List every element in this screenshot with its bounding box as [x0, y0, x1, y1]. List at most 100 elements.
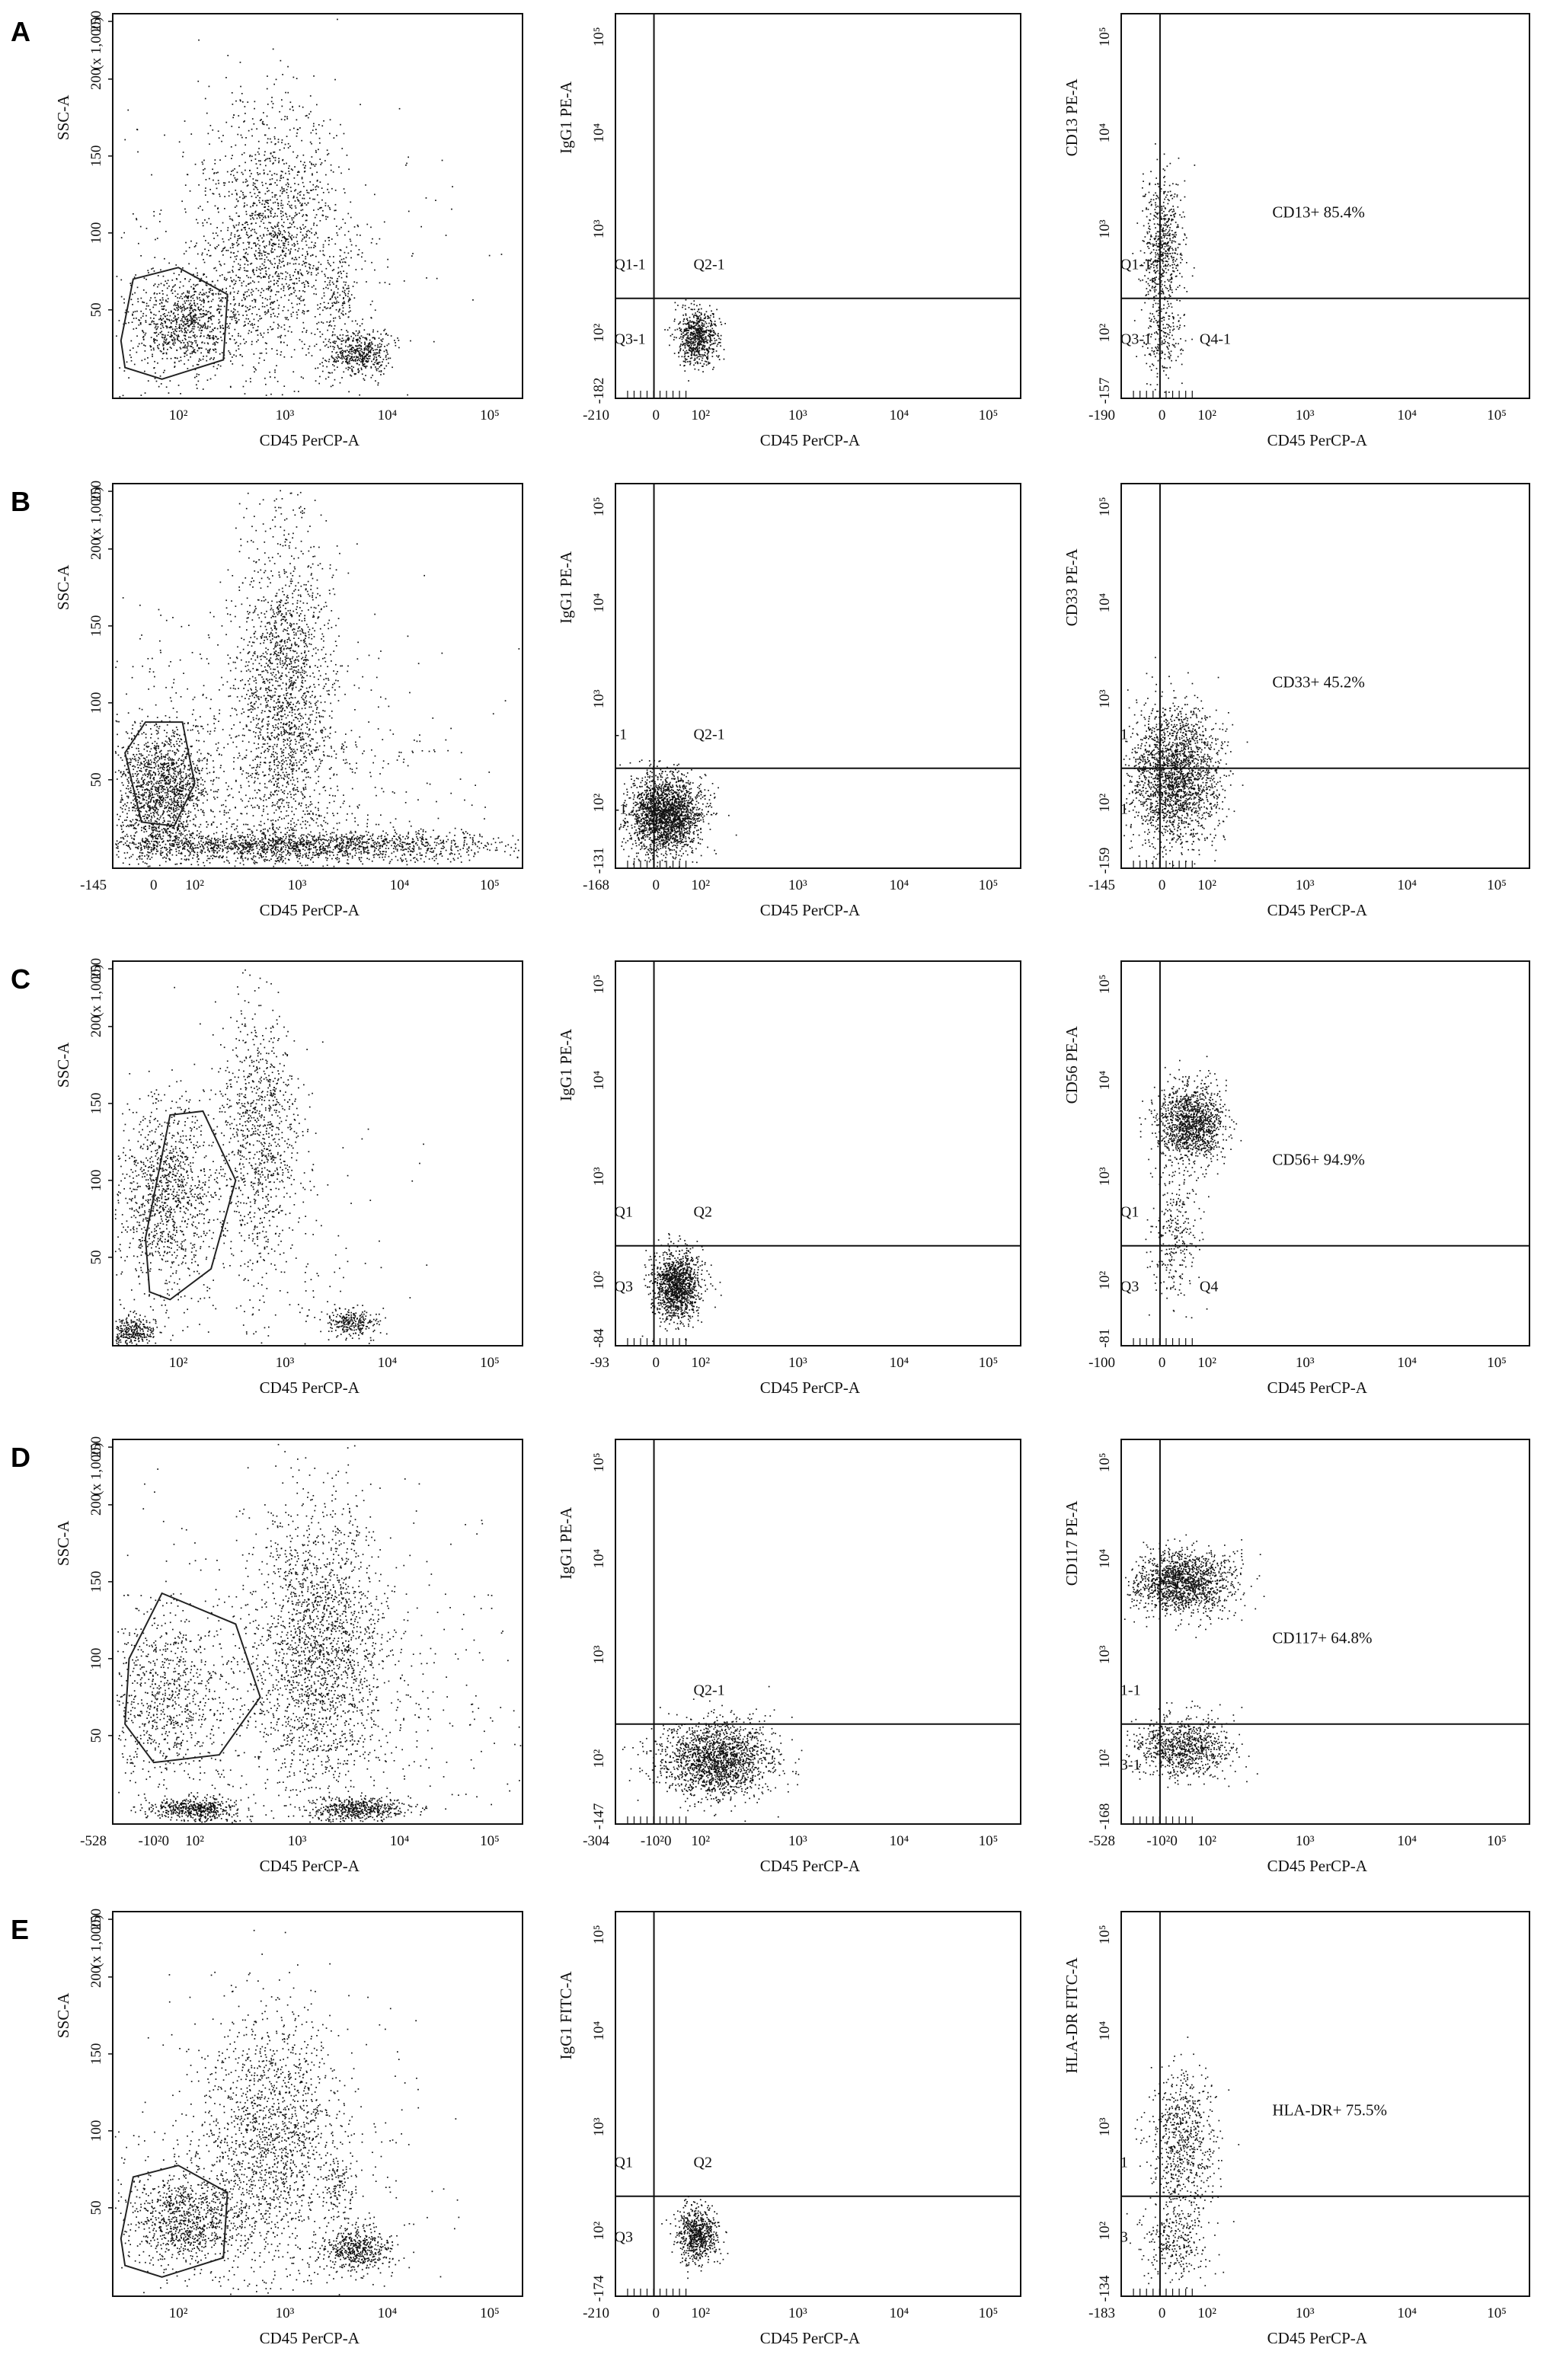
- event-dot: [280, 337, 281, 339]
- event-dot: [262, 297, 264, 299]
- event-dot: [123, 302, 125, 304]
- event-dot: [283, 310, 284, 311]
- event-dot: [197, 345, 198, 347]
- event-dot: [148, 305, 149, 307]
- event-dot: [264, 227, 266, 228]
- event-dot: [264, 216, 266, 217]
- event-dot: [265, 314, 267, 315]
- event-dot: [267, 253, 269, 254]
- event-dot: [245, 196, 247, 197]
- event-dot: [316, 185, 318, 187]
- event-dot: [266, 343, 267, 344]
- event-dot: [251, 136, 253, 137]
- event-dot: [287, 238, 289, 240]
- event-dot: [355, 360, 356, 362]
- event-dot: [242, 315, 244, 316]
- event-dot: [309, 267, 311, 268]
- event-dot: [327, 149, 328, 151]
- event-dot: [199, 359, 200, 360]
- event-dot: [174, 286, 175, 287]
- event-dot: [344, 324, 346, 325]
- event-dot: [240, 267, 241, 269]
- event-dot: [120, 396, 121, 398]
- event-dot: [174, 333, 175, 334]
- event-dot: [207, 326, 209, 327]
- event-dot: [250, 219, 251, 220]
- event-dot: [293, 217, 295, 219]
- event-dot: [333, 358, 334, 359]
- event-dot: [254, 324, 255, 325]
- event-dot: [364, 379, 366, 381]
- event-dot: [290, 101, 292, 103]
- event-dot: [268, 278, 270, 280]
- event-dot: [353, 332, 354, 334]
- event-dot: [161, 302, 162, 303]
- event-dot: [267, 230, 269, 232]
- event-dot: [238, 314, 240, 315]
- event-dot: [212, 168, 213, 170]
- event-dot: [259, 202, 260, 203]
- event-dot: [376, 354, 377, 356]
- event-dot: [209, 327, 211, 328]
- event-dot: [259, 315, 260, 317]
- event-dot: [274, 173, 276, 174]
- event-dot: [245, 211, 247, 212]
- event-dot: [252, 118, 254, 120]
- event-dot: [354, 297, 356, 299]
- event-dot: [203, 336, 205, 337]
- event-dot: [224, 184, 225, 186]
- event-dot: [309, 181, 311, 183]
- event-dot: [338, 276, 340, 277]
- event-dot: [231, 126, 232, 127]
- event-dot: [168, 286, 170, 287]
- event-dot: [245, 258, 247, 260]
- event-dot: [260, 318, 262, 319]
- event-dot: [171, 290, 172, 292]
- event-dot: [247, 205, 248, 206]
- event-dot: [197, 318, 198, 319]
- event-dot: [355, 353, 356, 354]
- event-dot: [366, 353, 367, 355]
- event-dot: [187, 330, 189, 331]
- event-dot: [273, 267, 275, 268]
- event-dot: [363, 379, 365, 380]
- event-dot: [308, 286, 309, 287]
- event-dot: [206, 296, 208, 297]
- event-dot: [312, 268, 314, 270]
- event-dot: [278, 222, 280, 224]
- event-dot: [267, 202, 268, 203]
- event-dot: [164, 305, 165, 307]
- event-dot: [270, 394, 272, 395]
- event-dot: [307, 281, 308, 283]
- event-dot: [312, 241, 313, 243]
- event-dot: [283, 230, 285, 232]
- event-dot: [308, 272, 310, 273]
- event-dot: [240, 259, 241, 260]
- event-dot: [175, 357, 177, 359]
- event-dot: [261, 253, 263, 254]
- event-dot: [238, 126, 240, 128]
- event-dot: [193, 321, 194, 322]
- event-dot: [315, 189, 317, 190]
- event-dot: [342, 291, 344, 292]
- event-dot: [172, 328, 174, 330]
- event-dot: [245, 181, 247, 183]
- event-dot: [165, 340, 167, 341]
- event-dot: [230, 248, 232, 249]
- event-dot: [319, 307, 321, 308]
- event-dot: [361, 369, 363, 370]
- event-dot: [138, 301, 139, 302]
- event-dot: [194, 334, 196, 336]
- event-dot: [216, 341, 217, 343]
- event-dot: [240, 354, 241, 356]
- event-dot: [218, 308, 219, 310]
- event-dot: [184, 329, 185, 331]
- event-dot: [337, 235, 338, 236]
- event-dot: [213, 193, 214, 194]
- event-dot: [330, 321, 331, 322]
- event-dot: [184, 363, 185, 365]
- event-dot: [282, 395, 283, 396]
- event-dot: [281, 219, 283, 220]
- event-dot: [139, 324, 140, 326]
- event-dot: [329, 359, 331, 360]
